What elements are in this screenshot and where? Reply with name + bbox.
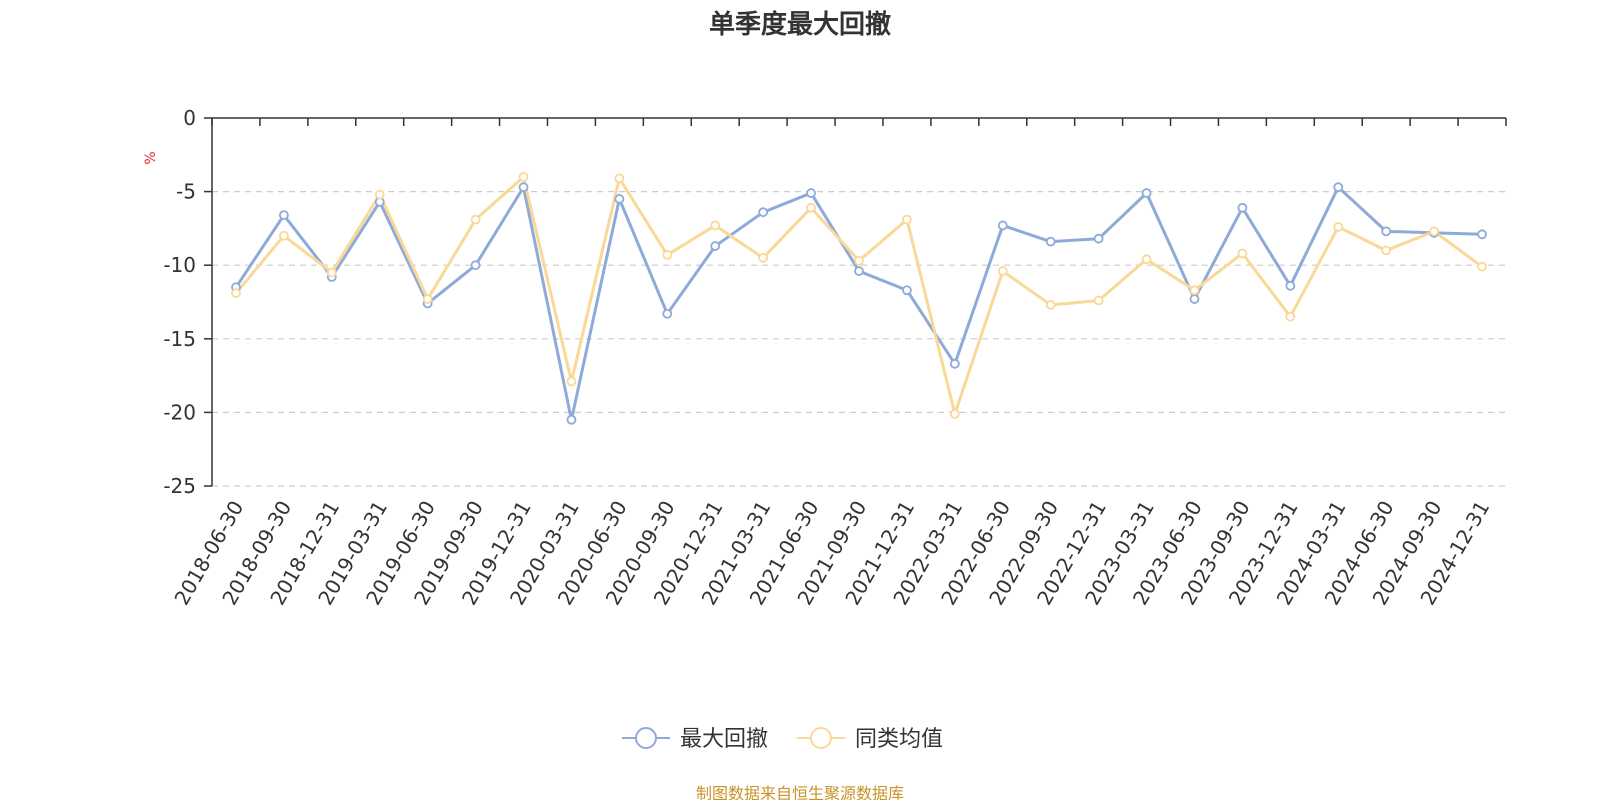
series-1-point: [710, 241, 721, 251]
y-tick-label: -15: [163, 327, 196, 351]
y-axis-label: %: [143, 151, 159, 164]
series-1-point: [806, 188, 816, 198]
series-1-point: [278, 210, 289, 221]
y-tick-label: -10: [163, 253, 196, 277]
series-1-point: [518, 182, 529, 193]
series-2-point: [422, 294, 433, 304]
legend-marker: [810, 727, 832, 749]
series-2-point: [278, 230, 289, 241]
series-2-point: [854, 255, 864, 266]
series-2-point: [1429, 226, 1440, 237]
legend-marker: [635, 727, 657, 749]
series-1-point: [566, 414, 577, 425]
series-1-point: [1333, 182, 1344, 193]
series-1-point: [949, 358, 960, 369]
series-2-point: [710, 220, 721, 231]
series-1-point: [662, 308, 673, 319]
y-tick-label: 0: [183, 106, 196, 130]
chart-title: 单季度最大回撤: [708, 10, 891, 40]
series-1-point: [614, 194, 625, 204]
series-1-point: [854, 266, 864, 276]
series-1-point: [1189, 294, 1200, 304]
legend-label: 同类均值: [855, 727, 943, 752]
series-2-point: [902, 214, 912, 225]
series-2-point: [1285, 311, 1296, 322]
y-tick-label: -20: [163, 400, 196, 424]
series-2-point: [1333, 222, 1344, 232]
series-2-point: [374, 189, 385, 200]
series-1-point: [1477, 229, 1487, 240]
series-1-point: [1237, 202, 1248, 213]
series-2-point: [1141, 254, 1152, 265]
series-2-point: [662, 249, 673, 260]
y-tick-label: -5: [176, 180, 196, 204]
series-1-point: [1381, 226, 1392, 237]
series-1-point: [1093, 233, 1104, 244]
series-2-point: [806, 202, 816, 213]
series-2-point: [1477, 261, 1487, 272]
series-1-point: [1141, 188, 1152, 198]
series-1-point: [758, 207, 769, 218]
y-tick-label: -25: [163, 474, 196, 498]
series-1-point: [470, 260, 481, 271]
series-2-point: [566, 376, 577, 387]
series-1-point: [1285, 280, 1296, 291]
series-2-point: [326, 267, 337, 278]
series-2-point: [997, 266, 1008, 276]
series-2-point: [949, 408, 960, 419]
series-1-point: [902, 285, 912, 296]
series-2-point: [1381, 245, 1392, 256]
series-2-point: [470, 214, 481, 225]
series-2-point: [231, 288, 241, 299]
series-2-point: [1045, 300, 1056, 310]
series-2-point: [614, 173, 625, 184]
series-2-point: [758, 252, 769, 263]
series-2-point: [1093, 295, 1104, 306]
series-1-point: [1045, 236, 1056, 247]
series-2-point: [518, 171, 529, 182]
legend-label: 最大回撤: [680, 727, 768, 752]
series-2-point: [1189, 285, 1200, 296]
series-2-point: [1237, 248, 1248, 259]
series-1-point: [997, 220, 1008, 231]
source-note: 制图数据来自恒生聚源数据库: [695, 784, 904, 800]
